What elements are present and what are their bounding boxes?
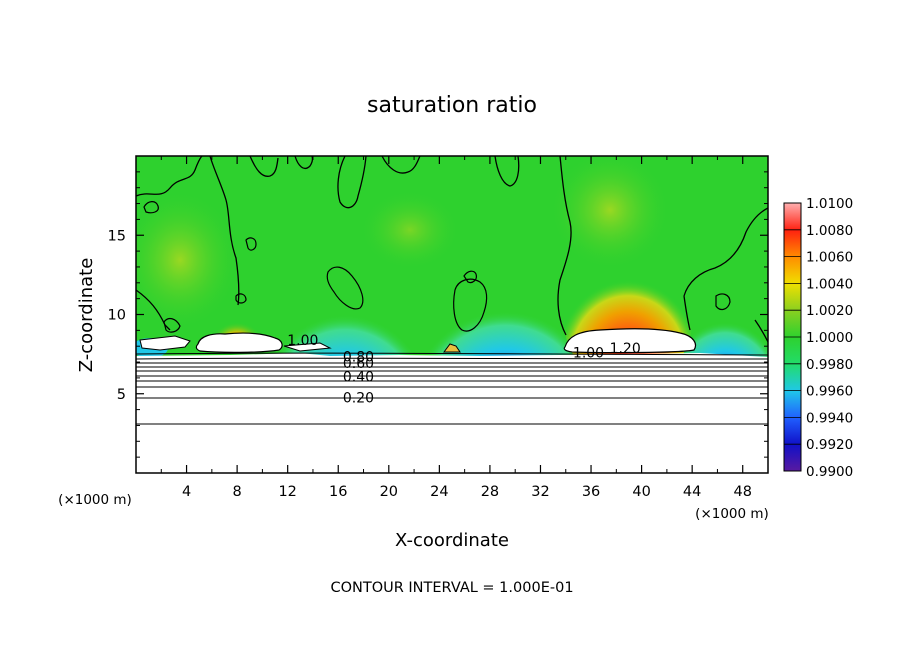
x-axis: 4 8 12 16 20 24 28 32 36 40 44 48 bbox=[160, 156, 752, 500]
colorbar-label: 0.9940 bbox=[806, 410, 853, 426]
cloud-blob-left bbox=[195, 332, 283, 353]
x-axis-title: X-coordinate bbox=[395, 530, 509, 551]
contour-label: 0.20 bbox=[343, 391, 374, 407]
x-tick-label: 20 bbox=[380, 484, 398, 500]
colorbar-label: 1.0020 bbox=[806, 303, 853, 319]
colorbar-label: 0.9920 bbox=[806, 437, 853, 453]
x-unit-left: (×1000 m) bbox=[58, 492, 132, 508]
colorbar-label: 1.0080 bbox=[806, 223, 853, 239]
field-patch bbox=[360, 190, 460, 270]
x-tick-label: 12 bbox=[278, 484, 296, 500]
colorbar-segment bbox=[784, 390, 801, 418]
y-axis-title: Z-coordinate bbox=[76, 258, 97, 373]
colorbar-label: 1.0060 bbox=[806, 250, 853, 266]
field-lower-region bbox=[136, 353, 768, 473]
contour-label: 0.80 bbox=[343, 350, 374, 366]
field-patch bbox=[136, 190, 240, 330]
chart-title: saturation ratio bbox=[367, 93, 537, 118]
x-tick-label: 40 bbox=[632, 484, 650, 500]
colorbar-label: 0.9980 bbox=[806, 357, 853, 373]
cloud-blob-right bbox=[563, 328, 697, 354]
colorbar-segment bbox=[784, 229, 801, 258]
colorbar-label: 0.9900 bbox=[806, 464, 853, 480]
x-tick-label: 4 bbox=[182, 484, 191, 500]
cloud-fragment bbox=[139, 335, 191, 351]
contour-labels: 1.00 0.800.600.40 0.20 1.00 1.20 bbox=[287, 333, 641, 407]
x-tick-label: 24 bbox=[430, 484, 448, 500]
colorbar-label: 1.0100 bbox=[806, 196, 853, 212]
contour-1.00-lines bbox=[136, 156, 768, 343]
x-tick-label: 28 bbox=[481, 484, 499, 500]
cloud-fragment bbox=[443, 343, 461, 353]
x-unit-right: (×1000 m) bbox=[695, 506, 769, 522]
x-tick-label: 16 bbox=[329, 484, 347, 500]
cloud-fragment bbox=[283, 342, 332, 352]
y-tick-label: 10 bbox=[108, 308, 126, 324]
y-tick-label: 5 bbox=[117, 387, 126, 403]
contour-interval-note: CONTOUR INTERVAL = 1.000E-01 bbox=[330, 580, 573, 596]
x-tick-label: 8 bbox=[233, 484, 242, 500]
contour-label: 0.40 bbox=[343, 369, 374, 385]
colorbar-label: 0.9960 bbox=[806, 384, 853, 400]
contour-stratified-lines bbox=[136, 352, 768, 425]
contour-label: 0.60 bbox=[343, 356, 374, 372]
x-tick-label: 32 bbox=[531, 484, 549, 500]
colorbar-segment bbox=[784, 310, 801, 338]
y-axis: 5 10 15 bbox=[108, 171, 768, 458]
x-tick-label: 48 bbox=[733, 484, 751, 500]
y-tick-label: 15 bbox=[108, 228, 126, 244]
colorbar-segment bbox=[784, 337, 801, 365]
colorbar-segment bbox=[784, 203, 801, 231]
colorbar-label: 1.0000 bbox=[806, 330, 853, 346]
x-tick-label: 44 bbox=[683, 484, 701, 500]
colorbar: 0.9900 0.9920 0.9940 0.9960 0.9980 1.0000 1.00… bbox=[783, 196, 853, 480]
field-patch bbox=[550, 156, 670, 270]
contour-label: 1.20 bbox=[610, 341, 641, 357]
colorbar-segment bbox=[784, 363, 801, 392]
colorbar-segment bbox=[784, 444, 801, 472]
contour-label: 1.00 bbox=[287, 333, 318, 349]
colorbar-segment bbox=[784, 417, 801, 445]
contour-label: 1.00 bbox=[573, 346, 604, 362]
colorbar-segment bbox=[784, 256, 801, 284]
colorbar-segment bbox=[784, 283, 801, 311]
x-tick-label: 36 bbox=[582, 484, 600, 500]
contour-closed-loops bbox=[143, 201, 731, 333]
plot-area: 1.00 0.800.600.40 0.20 1.00 1.20 bbox=[136, 156, 768, 473]
colorbar-label: 1.0040 bbox=[806, 276, 853, 292]
